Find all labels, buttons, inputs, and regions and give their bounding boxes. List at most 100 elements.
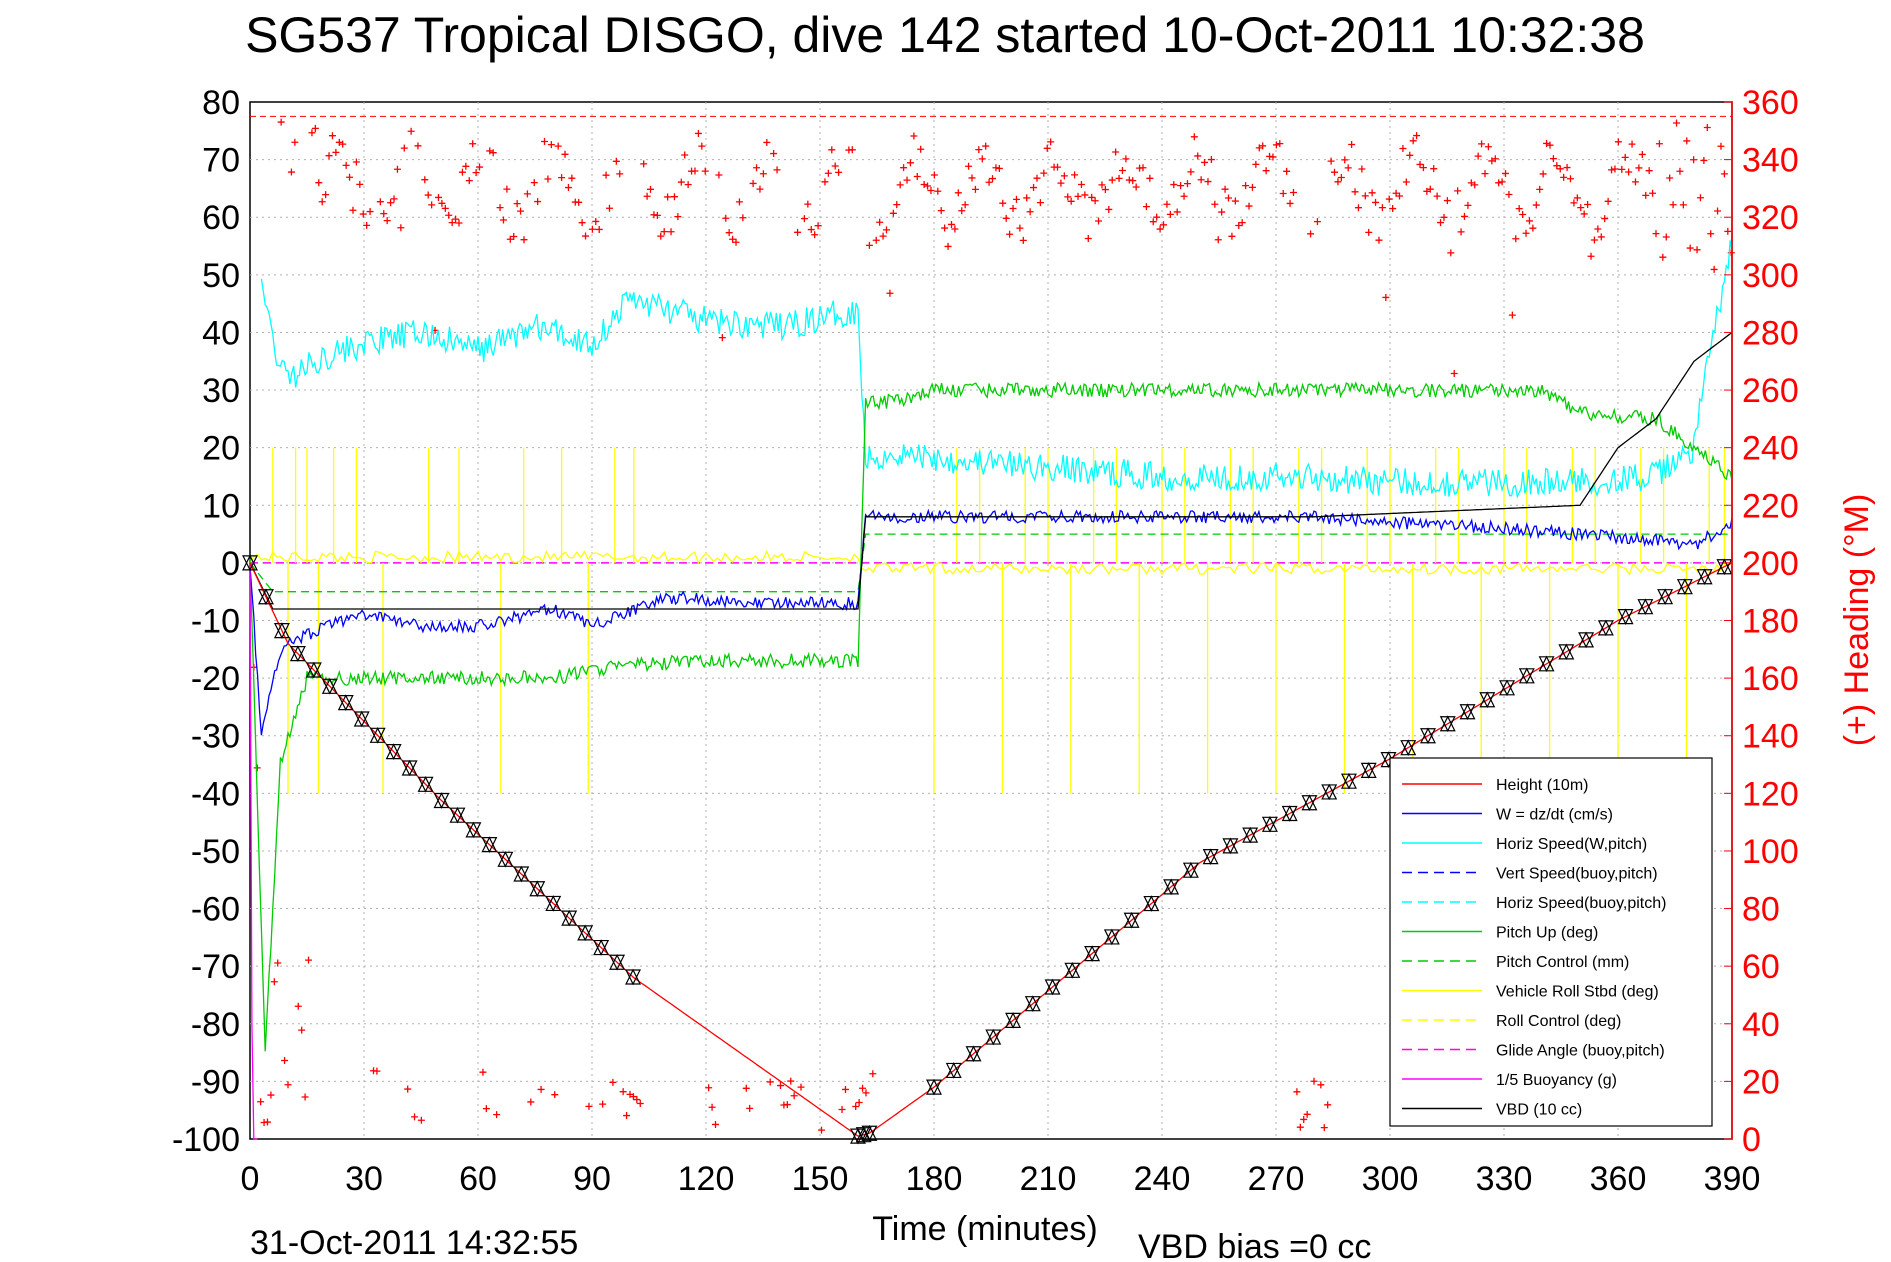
heading-marker [1594,225,1602,233]
heading-marker [954,189,962,197]
heading-marker [1006,230,1014,238]
triangle-marker [497,851,514,868]
heading-marker [1245,202,1253,210]
heading-marker [681,151,689,159]
horiz-speed-line [260,240,1733,499]
heading-marker [1187,168,1195,176]
heading-marker [462,162,470,170]
y2-tick-label: 120 [1742,775,1799,813]
triangle-marker [1242,827,1259,844]
heading-marker [318,198,326,206]
heading-marker [814,222,822,230]
heading-marker [520,236,528,244]
heading-marker [1618,165,1626,173]
x-tick-label: 360 [1590,1160,1647,1198]
heading-marker [616,170,624,178]
heading-marker [1556,165,1564,173]
heading-marker [917,145,925,153]
legend-box [1389,757,1713,1127]
y2-tick-label: 100 [1742,833,1799,871]
heading-marker [1153,213,1161,221]
heading-marker [889,209,897,217]
heading-marker [797,1083,805,1091]
heading-marker [855,1098,863,1106]
legend: Height (10m) W = dz/dt (cm/s) Horiz Speed(… [1389,757,1713,1127]
heading-marker [1105,205,1113,213]
heading-marker [1016,224,1024,232]
heading-marker [537,1085,545,1093]
y2-tick-label: 320 [1742,199,1799,237]
heading-marker [366,208,374,216]
heading-marker [253,764,261,772]
y2-tick-label: 60 [1742,948,1780,986]
heading-marker [1690,156,1698,164]
heading-marker [1248,183,1256,191]
heading-marker [527,1098,535,1106]
heading-marker [1002,214,1010,222]
triangle-marker [1301,795,1318,812]
heading-marker [308,129,316,137]
triangle-marker [1657,589,1674,606]
heading-marker [301,1093,309,1101]
heading-marker [585,1102,593,1110]
heading-marker [1283,167,1291,175]
heading-marker [1077,180,1085,188]
heading-marker [517,207,525,215]
heading-marker [698,142,706,150]
y2-tick-label: 240 [1742,430,1799,468]
heading-marker [629,1093,637,1101]
heading-marker [1036,199,1044,207]
heading-marker [404,1085,412,1093]
heading-marker [958,207,966,215]
heading-marker [883,226,890,234]
legend-label: 1/5 Buoyancy (g) [1496,1072,1617,1089]
legend-label: Vehicle Roll Stbd (deg) [1496,984,1659,1001]
heading-marker [619,1088,627,1096]
heading-marker [1457,228,1465,236]
triangle-marker [1024,996,1041,1013]
y-tick-label: -70 [191,948,240,986]
x-tick-label: 120 [678,1160,735,1198]
triangle-marker [561,910,578,927]
heading-marker [1279,189,1287,197]
y-tick-label: -10 [191,603,240,641]
heading-marker [937,207,945,215]
heading-marker [1577,204,1585,212]
heading-marker [482,1105,490,1113]
heading-marker [421,176,429,184]
heading-marker [568,174,576,182]
triangle-marker [1479,692,1496,709]
y-tick-label: 20 [202,430,240,468]
x-tick-label: 240 [1134,1160,1191,1198]
heading-marker [1368,189,1376,197]
heading-marker [1009,205,1017,213]
heading-marker [660,228,668,236]
triangle-marker [1518,668,1535,685]
heading-marker [1450,369,1458,377]
heading-marker [434,193,442,201]
heading-marker [1156,225,1164,233]
heading-marker [961,201,969,209]
heading-marker [452,215,460,223]
heading-marker [499,216,507,224]
heading-marker [1088,193,1096,201]
heading-marker [400,144,408,152]
triangle-marker [1538,656,1555,673]
heading-marker [1484,143,1492,151]
heading-marker [1132,183,1140,191]
heading-marker [503,185,511,193]
y2-tick-label: 220 [1742,487,1799,525]
heading-marker [438,199,446,207]
heading-marker [1324,1101,1332,1109]
heading-marker [414,142,422,150]
heading-marker [1341,156,1349,164]
triangle-marker [1281,805,1298,822]
heading-marker [592,217,600,225]
heading-marker [1337,174,1345,182]
heading-marker [1204,178,1212,186]
triangle-marker [1103,929,1120,946]
heading-marker [701,167,709,175]
y-tick-label: -100 [172,1121,240,1159]
heading-marker [1608,166,1616,174]
heading-marker [1587,252,1595,260]
